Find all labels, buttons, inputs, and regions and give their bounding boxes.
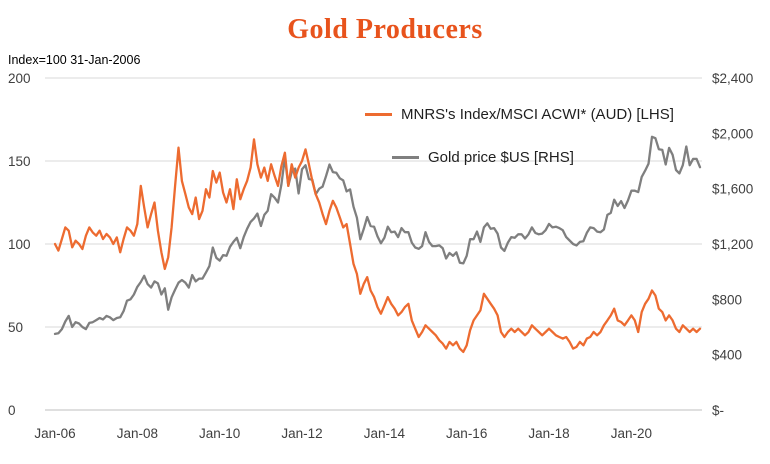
left-axis-labels: 0 50 100 150 200 <box>8 71 31 418</box>
right-axis-labels: $- $400 $800 $1,200 $1,600 $2,000 $2,400 <box>712 71 753 418</box>
left-axis-tick-label: 50 <box>8 320 23 335</box>
right-axis-tick-label: $2,000 <box>712 126 753 141</box>
gold-price-series <box>53 135 702 336</box>
legend-label-gold: Gold price $US [RHS] <box>428 149 574 166</box>
chart-title: Gold Producers <box>287 14 483 45</box>
legend-label-index: MNRS's Index/MSCI ACWI* (AUD) [LHS] <box>401 106 674 123</box>
left-axis-tick-label: 150 <box>8 154 31 169</box>
legend-item-gold: Gold price $US [RHS] <box>392 149 574 166</box>
right-axis-tick-label: $800 <box>712 292 742 307</box>
x-axis-tick-label: Jan-20 <box>611 426 652 441</box>
right-axis-tick-label: $2,400 <box>712 71 753 86</box>
legend-swatch-gold-line <box>392 156 419 159</box>
right-axis-tick-label: $- <box>712 403 724 418</box>
x-axis-tick-label: Jan-06 <box>34 426 75 441</box>
right-axis-tick-label: $1,200 <box>712 237 753 252</box>
legend-item-index: MNRS's Index/MSCI ACWI* (AUD) [LHS] <box>365 106 674 123</box>
left-axis-tick-label: 200 <box>8 71 31 86</box>
right-axis-tick-label: $1,600 <box>712 182 753 197</box>
x-axis-tick-label: Jan-14 <box>364 426 406 441</box>
chart-subtitle: Index=100 31-Jan-2006 <box>8 53 141 67</box>
x-axis-tick-label: Jan-10 <box>199 426 240 441</box>
x-axis-tick-label: Jan-16 <box>446 426 487 441</box>
legend-swatch-index-line <box>365 113 392 116</box>
x-axis-tick-label: Jan-08 <box>117 426 158 441</box>
left-axis-tick-label: 0 <box>8 403 16 418</box>
left-axis-tick-label: 100 <box>8 237 31 252</box>
x-axis-tick-label: Jan-12 <box>281 426 322 441</box>
x-axis-tick-label: Jan-18 <box>528 426 569 441</box>
right-axis-tick-label: $400 <box>712 348 742 363</box>
index-line-series <box>53 138 702 354</box>
x-axis-labels: Jan-06 Jan-08 Jan-10 Jan-12 Jan-14 Jan-16 Jan-… <box>34 426 652 441</box>
gridlines <box>45 77 702 411</box>
